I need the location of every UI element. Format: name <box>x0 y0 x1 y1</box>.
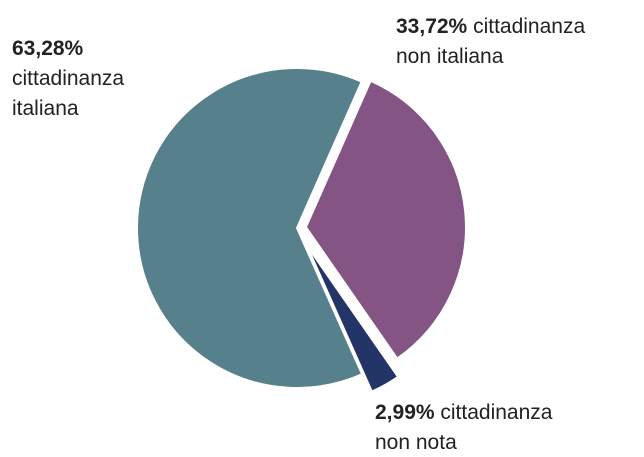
category-label: cittadinanza non italiana <box>396 15 586 68</box>
category-label: cittadinanza italiana <box>12 67 125 120</box>
value-label: 63,28% <box>12 37 84 60</box>
slice-label: 33,72% cittadinanza non italiana <box>396 12 611 72</box>
pie-slice <box>136 67 364 389</box>
slice-label: 2,99% cittadinanza non nota <box>375 398 590 457</box>
pie-slice <box>305 244 400 393</box>
category-label: cittadinanza non nota <box>375 401 553 454</box>
slice-label: 63,28% cittadinanza italiana <box>12 34 182 124</box>
value-label: 33,72% <box>396 15 468 38</box>
value-label: 2,99% <box>375 401 435 424</box>
pie-slice <box>304 79 467 360</box>
